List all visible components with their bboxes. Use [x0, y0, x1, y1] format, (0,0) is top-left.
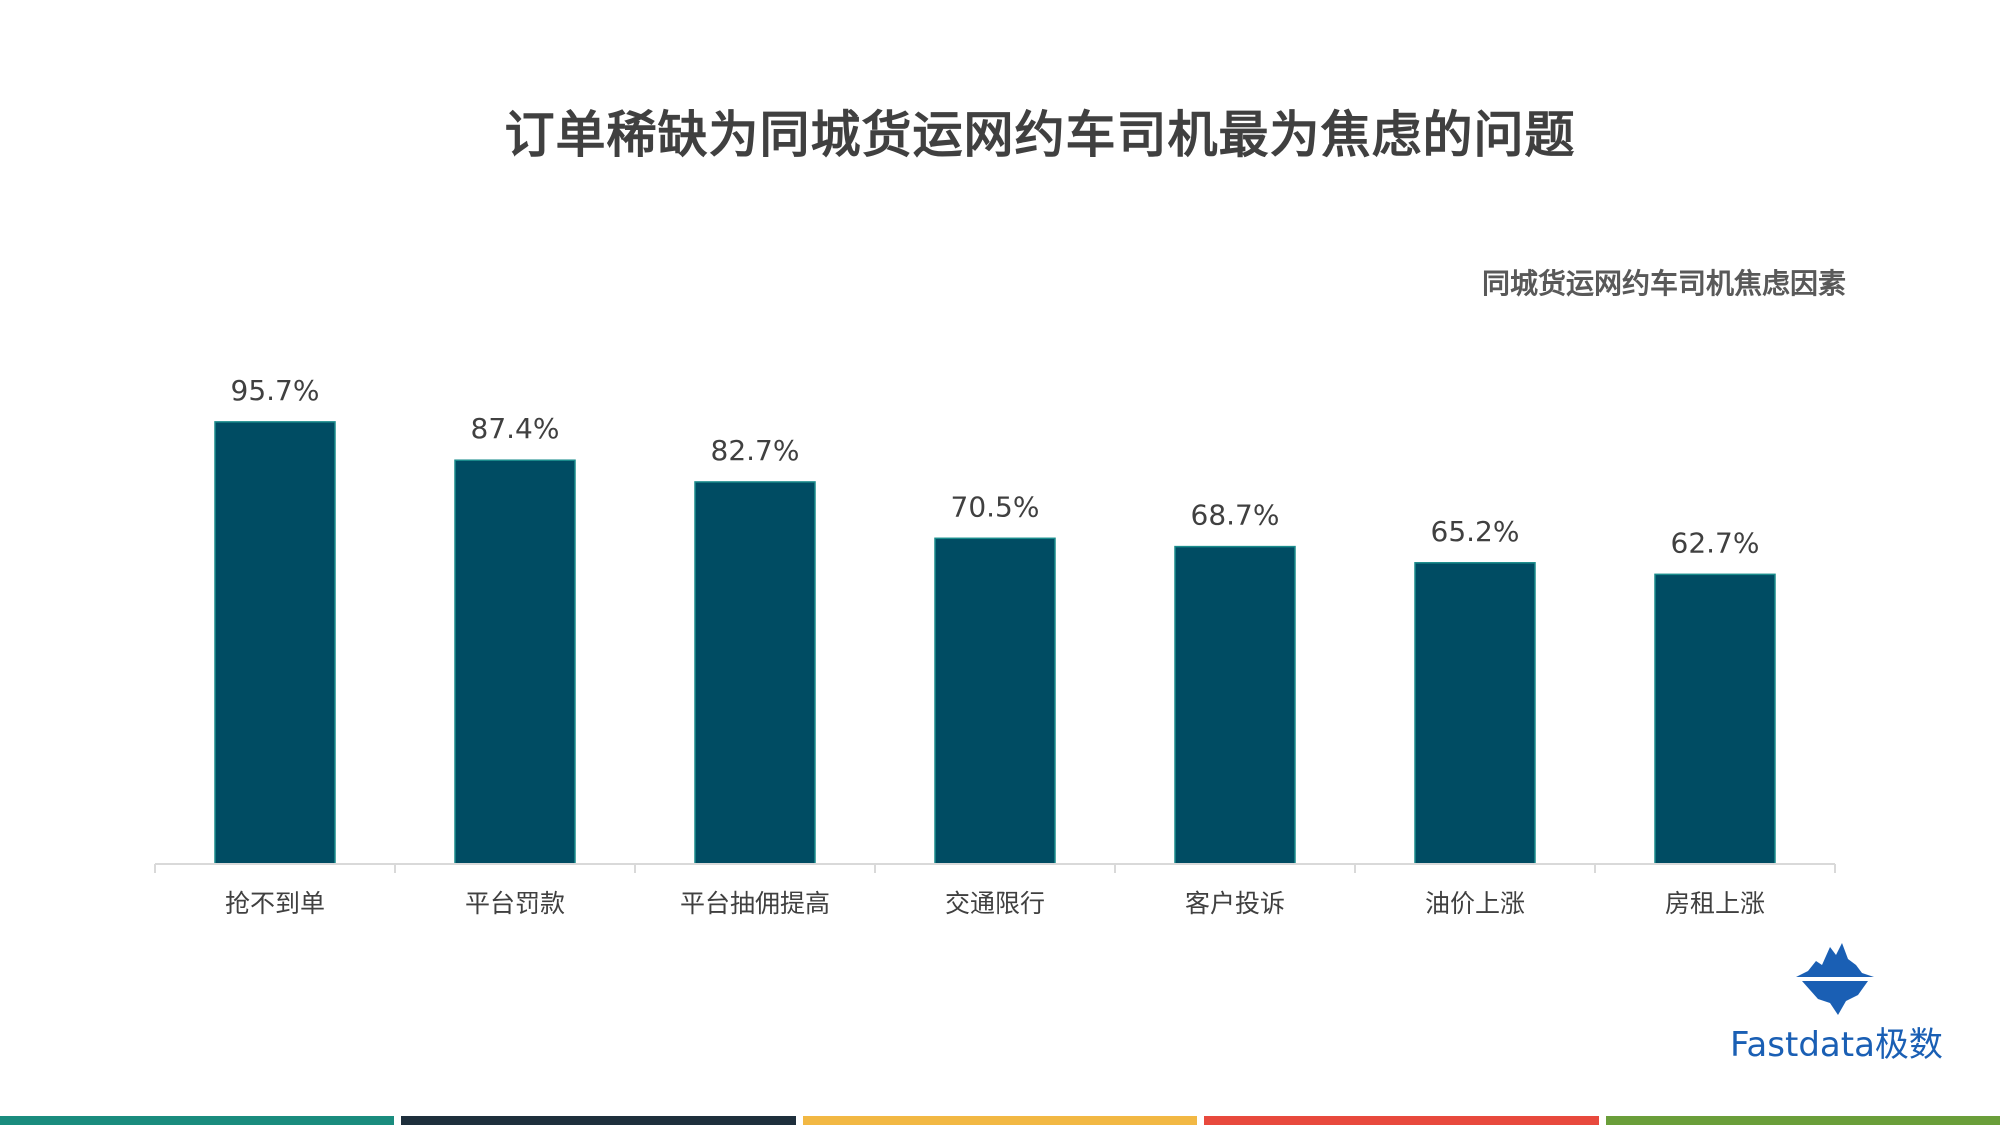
iceberg-icon — [1796, 943, 1874, 1015]
category-label-3: 平台抽佣提高 — [680, 889, 830, 918]
category-label-2: 平台罚款 — [465, 889, 565, 918]
category-label-1: 抢不到单 — [225, 889, 325, 918]
value-label-5: 68.7% — [1191, 499, 1280, 532]
bar-1 — [214, 421, 336, 865]
value-label-4: 70.5% — [951, 490, 1040, 523]
bar-6 — [1414, 562, 1536, 865]
value-labels-group: 95.7% 87.4% 82.7% 70.5% 68.7% 65.2% 62.7% — [231, 374, 1760, 559]
footer-stripes — [0, 1116, 2000, 1125]
category-label-4: 交通限行 — [945, 889, 1045, 918]
page-title: 订单稀缺为同城货运网约车司机最为焦虑的问题 — [504, 106, 1576, 164]
chart-title: 同城货运网约车司机焦虑因素 — [1481, 267, 1846, 300]
category-label-7: 房租上涨 — [1665, 889, 1765, 918]
bar-4 — [934, 537, 1056, 865]
bars-group — [214, 421, 1776, 865]
footer-stripe-3 — [802, 1116, 1198, 1125]
x-axis — [154, 863, 1836, 873]
value-label-7: 62.7% — [1671, 526, 1760, 559]
footer-stripe-1 — [0, 1116, 395, 1125]
value-label-3: 82.7% — [711, 434, 800, 467]
footer-stripe-2 — [401, 1116, 796, 1125]
footer-stripe-5 — [1605, 1116, 2000, 1125]
fastdata-logo: Fastdata极数 — [1730, 935, 1943, 1065]
bar-5 — [1174, 545, 1296, 865]
bar-2 — [454, 459, 576, 865]
footer-stripe-4 — [1204, 1116, 1599, 1125]
category-label-6: 油价上涨 — [1425, 889, 1525, 918]
logo-text: Fastdata极数 — [1730, 1025, 1943, 1065]
category-labels-group: 抢不到单 平台罚款 平台抽佣提高 交通限行 客户投诉 油价上涨 房租上涨 — [225, 889, 1765, 918]
value-label-1: 95.7% — [231, 374, 320, 407]
category-label-5: 客户投诉 — [1185, 889, 1285, 918]
bar-3 — [694, 481, 816, 865]
bar-7 — [1654, 573, 1776, 865]
value-label-6: 65.2% — [1431, 515, 1520, 548]
value-label-2: 87.4% — [471, 412, 560, 445]
